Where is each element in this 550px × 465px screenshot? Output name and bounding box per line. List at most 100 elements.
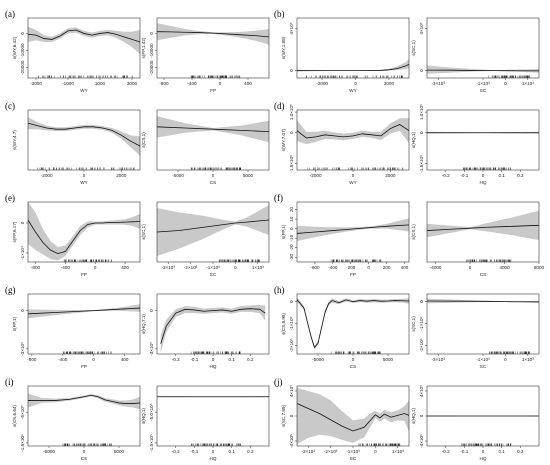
y-tick-label: 1.0×10⁵ (419, 104, 424, 120)
panel-letter: (i) (5, 377, 14, 387)
x-axis-label: FP (81, 364, 87, 369)
y-tick-label: -30 (289, 253, 294, 260)
x-tick-label: 0 (367, 265, 370, 270)
y-tick-label: 0 (289, 227, 294, 230)
fit-line (296, 224, 410, 234)
y-axis-label: s(WY,6.42) (12, 36, 17, 59)
x-tick-label: -5000 (312, 357, 324, 362)
fit-line (27, 219, 141, 255)
x-tick-label: 0 (83, 173, 86, 178)
x-tick-label: 0.2 (517, 173, 524, 178)
rug-marks (63, 259, 112, 262)
rug-marks (306, 75, 403, 78)
x-tick-label: 2000 (116, 173, 127, 178)
x-axis-label: SC (480, 88, 487, 93)
x-tick-label: -2000 (316, 81, 328, 86)
x-tick-label: 0 (92, 357, 95, 362)
x-tick-label: 0 (212, 173, 215, 178)
panel-letter: (b) (274, 9, 285, 19)
panel-c2: -5000 0 5000 CS s(CS,1) (141, 109, 270, 185)
x-tick-label: -800 (31, 265, 41, 270)
x-tick-label: 0 (212, 357, 215, 362)
y-axis-label: s(SC,1) (411, 316, 416, 332)
rug-marks (358, 443, 401, 446)
x-tick-label: -800 (159, 81, 169, 86)
rug-marks (461, 443, 512, 446)
x-axis-label: WY (80, 88, 87, 93)
x-tick-label: -3×10³ (301, 449, 315, 454)
x-tick-label: -0.1 (460, 173, 468, 178)
y-tick-label: -20000 (149, 60, 154, 75)
plot-frame (156, 17, 270, 79)
y-tick-label: -1.5×10⁶ (149, 434, 154, 452)
x-tick-label: 0 (212, 449, 215, 454)
panel-g1: -800 -400 0 400 0 -3×10⁵ FP s(FP,1) (g) (5, 285, 141, 369)
x-tick-label: 1×10³ (252, 265, 264, 270)
confidence-band (297, 297, 409, 350)
x-axis-label: SC (350, 456, 357, 461)
x-axis-label: SC (210, 272, 217, 277)
x-tick-label: -400 (187, 81, 197, 86)
y-tick-label: 0 (20, 32, 25, 35)
panel-i1: -5000 0 5000 -5×10⁵ -1.5×10⁶ CS s(CS,6.64) (i) (5, 377, 141, 461)
rug-marks (489, 351, 530, 354)
y-tick-label: 0 (419, 69, 424, 72)
plot-frame (27, 17, 141, 79)
rug-marks (190, 167, 241, 170)
confidence-band (28, 26, 140, 54)
x-tick-label: 4000 (499, 265, 510, 270)
panel-letter: (e) (5, 193, 15, 203)
y-tick-label: -10 (289, 234, 294, 241)
y-tick-label: -1×10⁶ (419, 316, 424, 330)
y-axis-label: s(CS,8.98) (281, 313, 286, 335)
confidence-band (297, 118, 409, 145)
confidence-band (28, 117, 140, 156)
fit-line (156, 126, 270, 132)
fit-line (156, 31, 270, 38)
x-axis-label: WY (80, 180, 87, 185)
x-tick-label: -2000 (310, 173, 322, 178)
rug-marks (330, 351, 381, 354)
panel-letter: (g) (5, 285, 16, 295)
y-axis-label: s(HQ,1) (411, 131, 416, 148)
x-tick-label: 8000 (534, 265, 545, 270)
x-tick-label: -1×10³ (346, 449, 360, 454)
x-tick-label: 0 (482, 449, 485, 454)
y-tick-label: 0 (20, 221, 25, 224)
x-tick-label: -5000 (43, 449, 55, 454)
panel-f1: -600 -400 -200 0 200 400 20 10 0 -10 -20 -30 FP s(FP,… (274, 193, 410, 277)
x-tick-label: 0.1 (498, 449, 505, 454)
x-tick-label: 0 (94, 265, 97, 270)
x-tick-label: 2000 (385, 173, 396, 178)
x-tick-label: 3000 (127, 81, 138, 86)
x-axis-label: WY (349, 88, 356, 93)
y-tick-label: -10000 (20, 43, 25, 58)
x-tick-label: -0.2 (172, 449, 180, 454)
plot-frame (27, 201, 141, 263)
panel-letter: (d) (274, 101, 285, 111)
x-tick-label: 0 (482, 173, 485, 178)
x-tick-label: 0.2 (247, 357, 254, 362)
rug-marks (37, 167, 135, 170)
rug-marks (62, 443, 112, 446)
fit-line (27, 307, 141, 315)
panel-b1: -2000 0 2000 0 4×10⁵ WY s(WY,1.88) (b) (274, 9, 410, 93)
x-tick-label: 0.1 (228, 449, 235, 454)
x-tick-label: 0.2 (517, 449, 524, 454)
panel-d1: -2000 0 2000 1.0×10⁵ 0 -1.5×10⁵ WY s(WY,7.07) (d… (274, 101, 410, 185)
fit-line (156, 219, 270, 233)
y-tick-label: 0 (289, 414, 294, 417)
y-tick-label: 1.0×10⁵ (289, 104, 294, 120)
panel-letter: (f) (274, 193, 283, 203)
plot-frame (156, 293, 270, 355)
panel-letter: (h) (274, 285, 285, 295)
rug-marks (63, 351, 112, 354)
x-tick-label: -4000 (430, 265, 442, 270)
confidence-band (297, 59, 409, 72)
confidence-band (28, 393, 140, 410)
y-axis-label: s(WY,7.07) (281, 128, 286, 151)
x-tick-label: 0 (469, 265, 472, 270)
confidence-band (297, 218, 409, 242)
plot-frame (426, 109, 540, 171)
